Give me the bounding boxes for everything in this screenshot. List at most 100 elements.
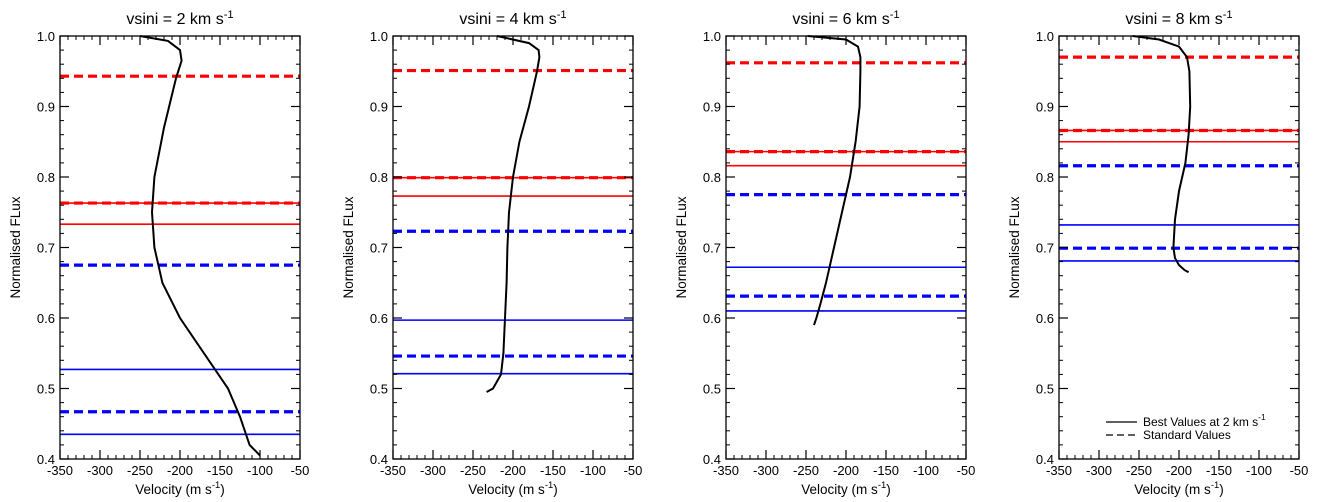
y-tick-label: 0.8 xyxy=(1036,170,1054,185)
chart-title-superscript: -1 xyxy=(224,9,234,21)
x-tick-label: -50 xyxy=(1290,463,1309,478)
y-tick-label: 0.5 xyxy=(370,382,388,397)
y-tick-label: 0.5 xyxy=(37,382,55,397)
y-tick-label: 0.4 xyxy=(37,452,55,467)
bisector-curve xyxy=(1132,35,1192,274)
x-tick-label: -50 xyxy=(624,463,643,478)
x-tick-label: -250 xyxy=(793,463,819,478)
x-tick-label: -150 xyxy=(873,463,899,478)
chart-title: vsini = 2 km s-1 xyxy=(126,9,233,28)
y-tick-label: 0.7 xyxy=(37,241,55,256)
y-tick-label: 0.4 xyxy=(703,452,721,467)
x-tick-label: -200 xyxy=(1166,463,1192,478)
chart-panel-3: vsini = 6 km s-1-350 -300 -250 -200 -150 -100… xyxy=(674,9,975,497)
x-tick-label: -150 xyxy=(207,463,233,478)
legend-entry-label: Standard Values xyxy=(1143,428,1231,442)
bisector-curve xyxy=(139,35,261,457)
x-tick-label: -300 xyxy=(1086,463,1112,478)
x-tick-label: -200 xyxy=(500,463,526,478)
plot-frame xyxy=(59,35,301,460)
y-tick-label: 0.7 xyxy=(370,241,388,256)
chart-title-superscript: -1 xyxy=(1223,9,1233,21)
x-tick-label: -50 xyxy=(291,463,310,478)
chart-panel-4: vsini = 8 km s-1-350 -300 -250 -200 -150 -100… xyxy=(1007,9,1308,497)
x-axis-label-superscript: -1 xyxy=(545,480,553,491)
y-tick-label: 0.5 xyxy=(1036,382,1054,397)
x-axis-label-suffix: ) xyxy=(553,482,558,497)
x-tick-label: -100 xyxy=(1246,463,1272,478)
legend-entry-label-superscript: -1 xyxy=(1258,412,1266,422)
chart-panel-2: vsini = 4 km s-1-350 -300 -250 -200 -150 -100… xyxy=(341,9,642,497)
y-axis-label: Normalised FLux xyxy=(341,196,356,298)
chart-title: vsini = 8 km s-1 xyxy=(1125,9,1232,28)
y-tick-label: 0.6 xyxy=(703,311,721,326)
x-tick-label: -150 xyxy=(1206,463,1232,478)
x-tick-label: -250 xyxy=(1126,463,1152,478)
legend-entry-label-main: Standard Values xyxy=(1143,428,1231,442)
y-tick-label: 1.0 xyxy=(1036,29,1054,44)
bisector-curve xyxy=(486,35,541,393)
x-axis-label-main: Velocity (m s xyxy=(468,482,545,497)
y-tick-label: 0.8 xyxy=(370,170,388,185)
x-axis-label-suffix: ) xyxy=(220,482,225,497)
y-tick-label: 0.7 xyxy=(703,241,721,256)
y-tick-label: 0.4 xyxy=(370,452,388,467)
x-tick-label: -200 xyxy=(833,463,859,478)
y-tick-label: 0.4 xyxy=(1036,452,1054,467)
x-tick-label: -300 xyxy=(87,463,113,478)
x-axis-label-main: Velocity (m s xyxy=(801,482,878,497)
chart-title-superscript: -1 xyxy=(557,9,567,21)
chart-title: vsini = 4 km s-1 xyxy=(459,9,566,28)
chart-title-main: vsini = 2 km s xyxy=(126,11,223,28)
y-tick-label: 0.9 xyxy=(1036,100,1054,115)
plot-frame xyxy=(392,35,634,460)
x-tick-label: -150 xyxy=(540,463,566,478)
y-tick-label: 0.9 xyxy=(703,100,721,115)
y-tick-label: 0.6 xyxy=(370,311,388,326)
x-axis-label: Velocity (m s-1) xyxy=(801,480,890,497)
x-tick-label: -100 xyxy=(580,463,606,478)
chart-title-main: vsini = 4 km s xyxy=(459,11,556,28)
chart-title: vsini = 6 km s-1 xyxy=(792,9,899,28)
x-axis-label-superscript: -1 xyxy=(878,480,886,491)
y-tick-label: 0.5 xyxy=(703,382,721,397)
x-axis-label: Velocity (m s-1) xyxy=(468,480,557,497)
x-axis-label: Velocity (m s-1) xyxy=(1134,480,1223,497)
y-tick-label: 0.8 xyxy=(703,170,721,185)
legend-entry-label: Best Values at 2 km s-1 xyxy=(1143,412,1266,429)
y-tick-label: 1.0 xyxy=(703,29,721,44)
x-tick-label: -350 xyxy=(380,463,406,478)
y-axis-label: Normalised FLux xyxy=(8,196,23,298)
x-tick-label: -200 xyxy=(167,463,193,478)
y-tick-label: 0.6 xyxy=(37,311,55,326)
x-tick-label: -100 xyxy=(913,463,939,478)
x-axis-label-superscript: -1 xyxy=(1211,480,1219,491)
y-axis-label: Normalised FLux xyxy=(674,196,689,298)
x-axis-label-suffix: ) xyxy=(1219,482,1224,497)
x-tick-label: -350 xyxy=(47,463,73,478)
x-tick-label: -100 xyxy=(247,463,273,478)
chart-title-superscript: -1 xyxy=(890,9,900,21)
y-axis-label: Normalised FLux xyxy=(1007,196,1022,298)
x-tick-label: -350 xyxy=(1046,463,1072,478)
x-axis-label-superscript: -1 xyxy=(212,480,220,491)
y-tick-label: 1.0 xyxy=(37,29,55,44)
y-tick-label: 1.0 xyxy=(370,29,388,44)
y-tick-label: 0.7 xyxy=(1036,241,1054,256)
bisector-curve xyxy=(807,35,862,326)
x-tick-label: -250 xyxy=(127,463,153,478)
x-tick-label: -300 xyxy=(420,463,446,478)
y-tick-label: 0.9 xyxy=(370,100,388,115)
x-tick-label: -50 xyxy=(957,463,976,478)
x-tick-label: -300 xyxy=(753,463,779,478)
y-tick-label: 0.6 xyxy=(1036,311,1054,326)
chart-title-main: vsini = 6 km s xyxy=(792,11,889,28)
plot-frame xyxy=(725,35,967,460)
y-tick-label: 0.9 xyxy=(37,100,55,115)
chart-panel-1: vsini = 2 km s-1-350 -300 -250 -200 -150 -100… xyxy=(8,9,309,497)
chart-title-main: vsini = 8 km s xyxy=(1125,11,1222,28)
x-axis-label-main: Velocity (m s xyxy=(135,482,212,497)
legend-entry-label-main: Best Values at 2 km s xyxy=(1143,415,1258,429)
